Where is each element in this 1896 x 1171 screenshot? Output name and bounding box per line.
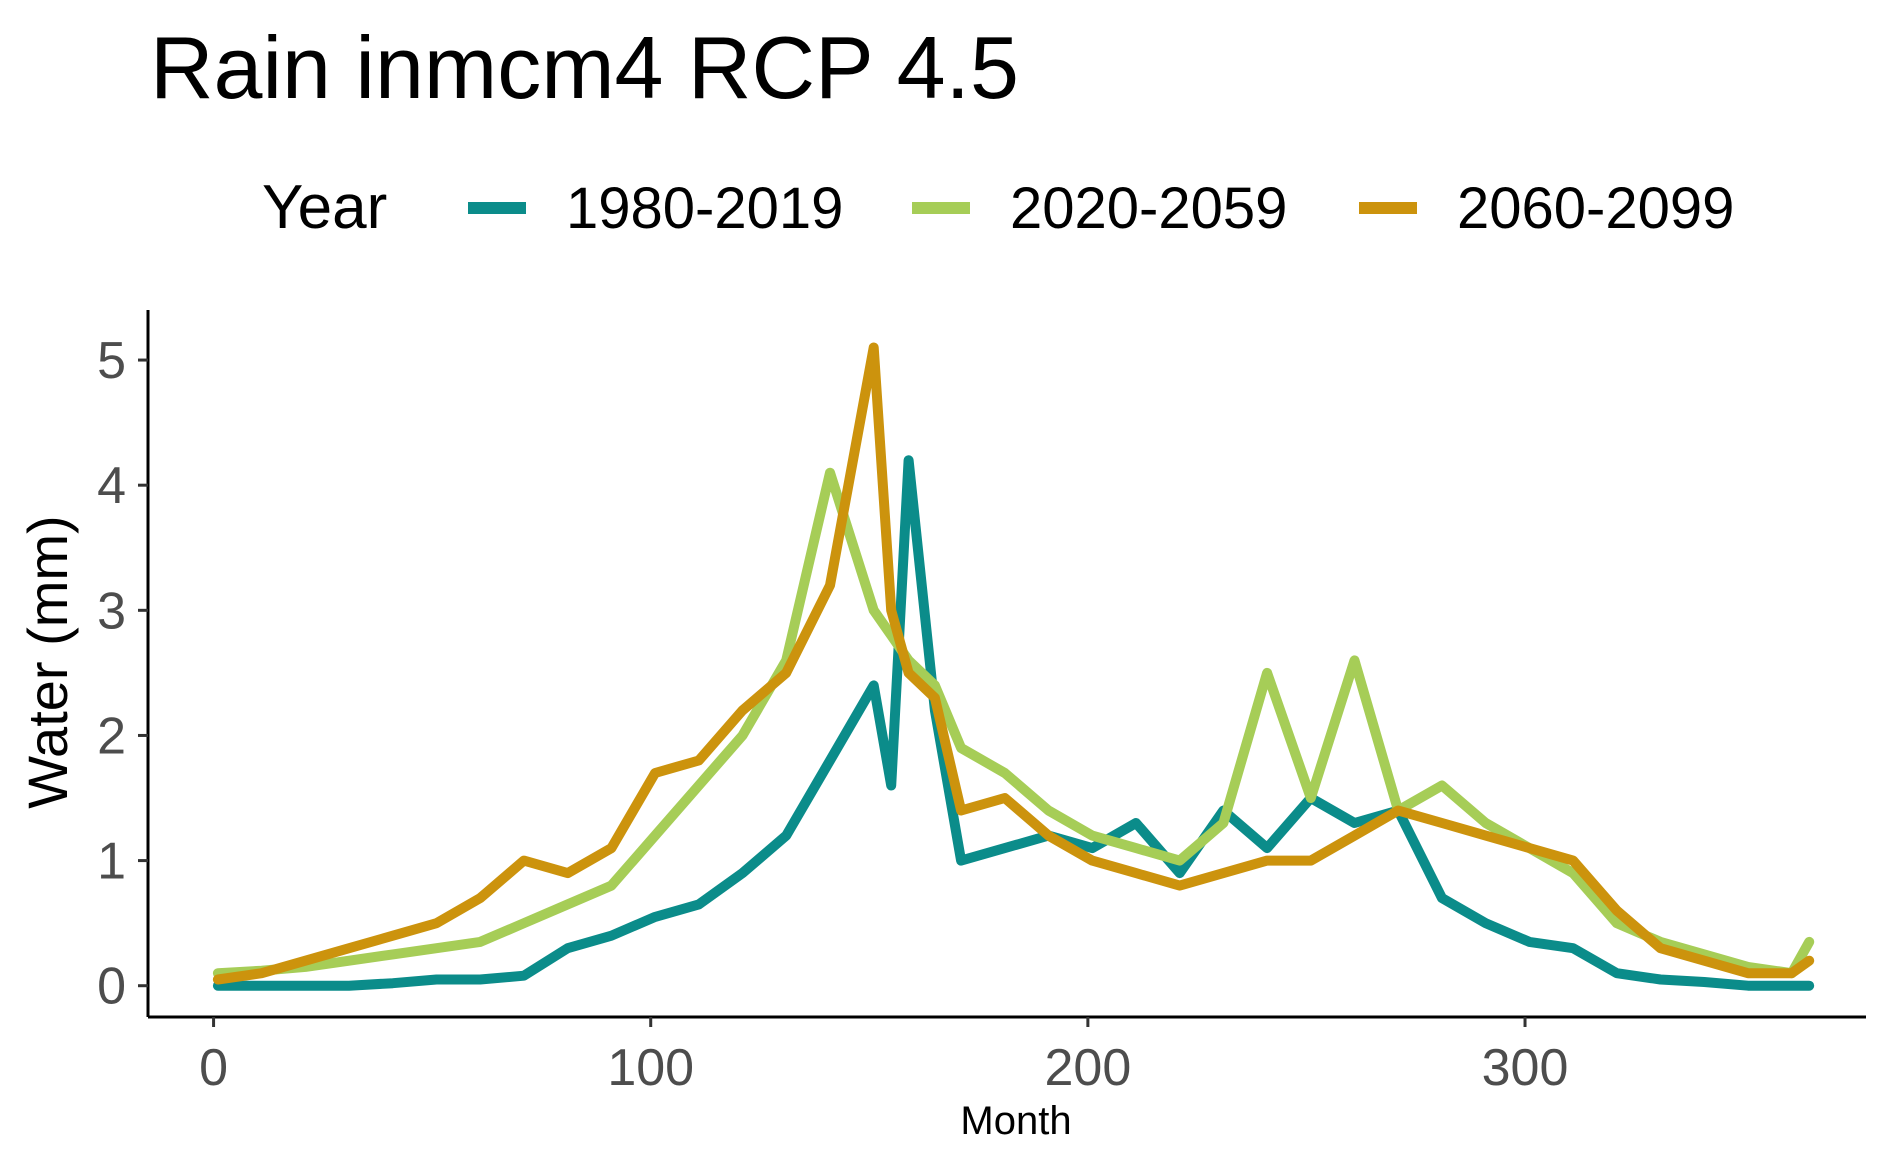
y-tick-label-5: 5 — [97, 332, 126, 390]
series-line-2020-2059 — [212, 467, 1815, 979]
legend-label-1980-2019: 1980-2019 — [566, 176, 843, 241]
y-tick-label-0: 0 — [97, 958, 126, 1016]
y-axis-ticks: 0 1 2 3 4 5 — [97, 332, 148, 1016]
plot-lines — [212, 342, 1815, 991]
x-tick-label-0: 0 — [199, 1039, 228, 1097]
y-tick-label-3: 3 — [97, 582, 126, 640]
legend-label-2060-2099: 2060-2099 — [1457, 176, 1734, 241]
y-axis-title: Water (mm) — [16, 515, 79, 808]
series-line-2060-2099 — [212, 342, 1815, 985]
legend: Year 1980-2019 2020-2059 2060-2099 — [262, 173, 1734, 242]
legend-title: Year — [262, 173, 387, 242]
y-tick-label-1: 1 — [97, 833, 126, 891]
y-tick-label-2: 2 — [97, 707, 126, 765]
legend-label-2020-2059: 2020-2059 — [1010, 176, 1287, 241]
x-axis-ticks: 0 100 200 300 — [199, 1017, 1568, 1097]
x-tick-label-200: 200 — [1044, 1039, 1131, 1097]
x-axis-title: Month — [960, 1099, 1071, 1143]
y-tick-label-4: 4 — [97, 457, 126, 515]
series-line-1980-2019 — [212, 455, 1815, 991]
x-tick-label-100: 100 — [607, 1039, 694, 1097]
x-tick-label-300: 300 — [1482, 1039, 1569, 1097]
chart-title: Rain inmcm4 RCP 4.5 — [150, 18, 1019, 117]
